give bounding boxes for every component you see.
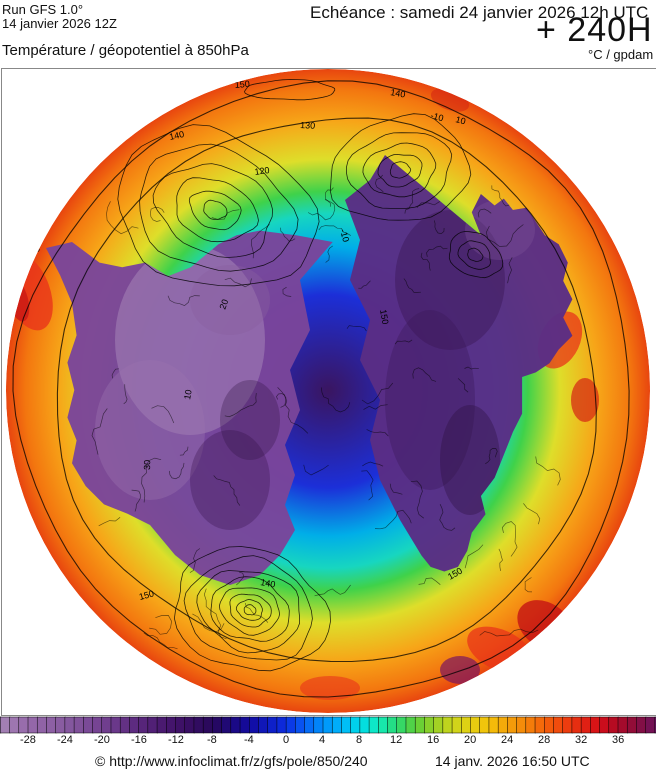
- svg-text:10: 10: [182, 389, 194, 401]
- svg-text:150: 150: [55, 150, 73, 167]
- svg-text:30: 30: [142, 460, 152, 470]
- svg-text:150: 150: [234, 79, 250, 90]
- svg-text:150: 150: [118, 96, 135, 110]
